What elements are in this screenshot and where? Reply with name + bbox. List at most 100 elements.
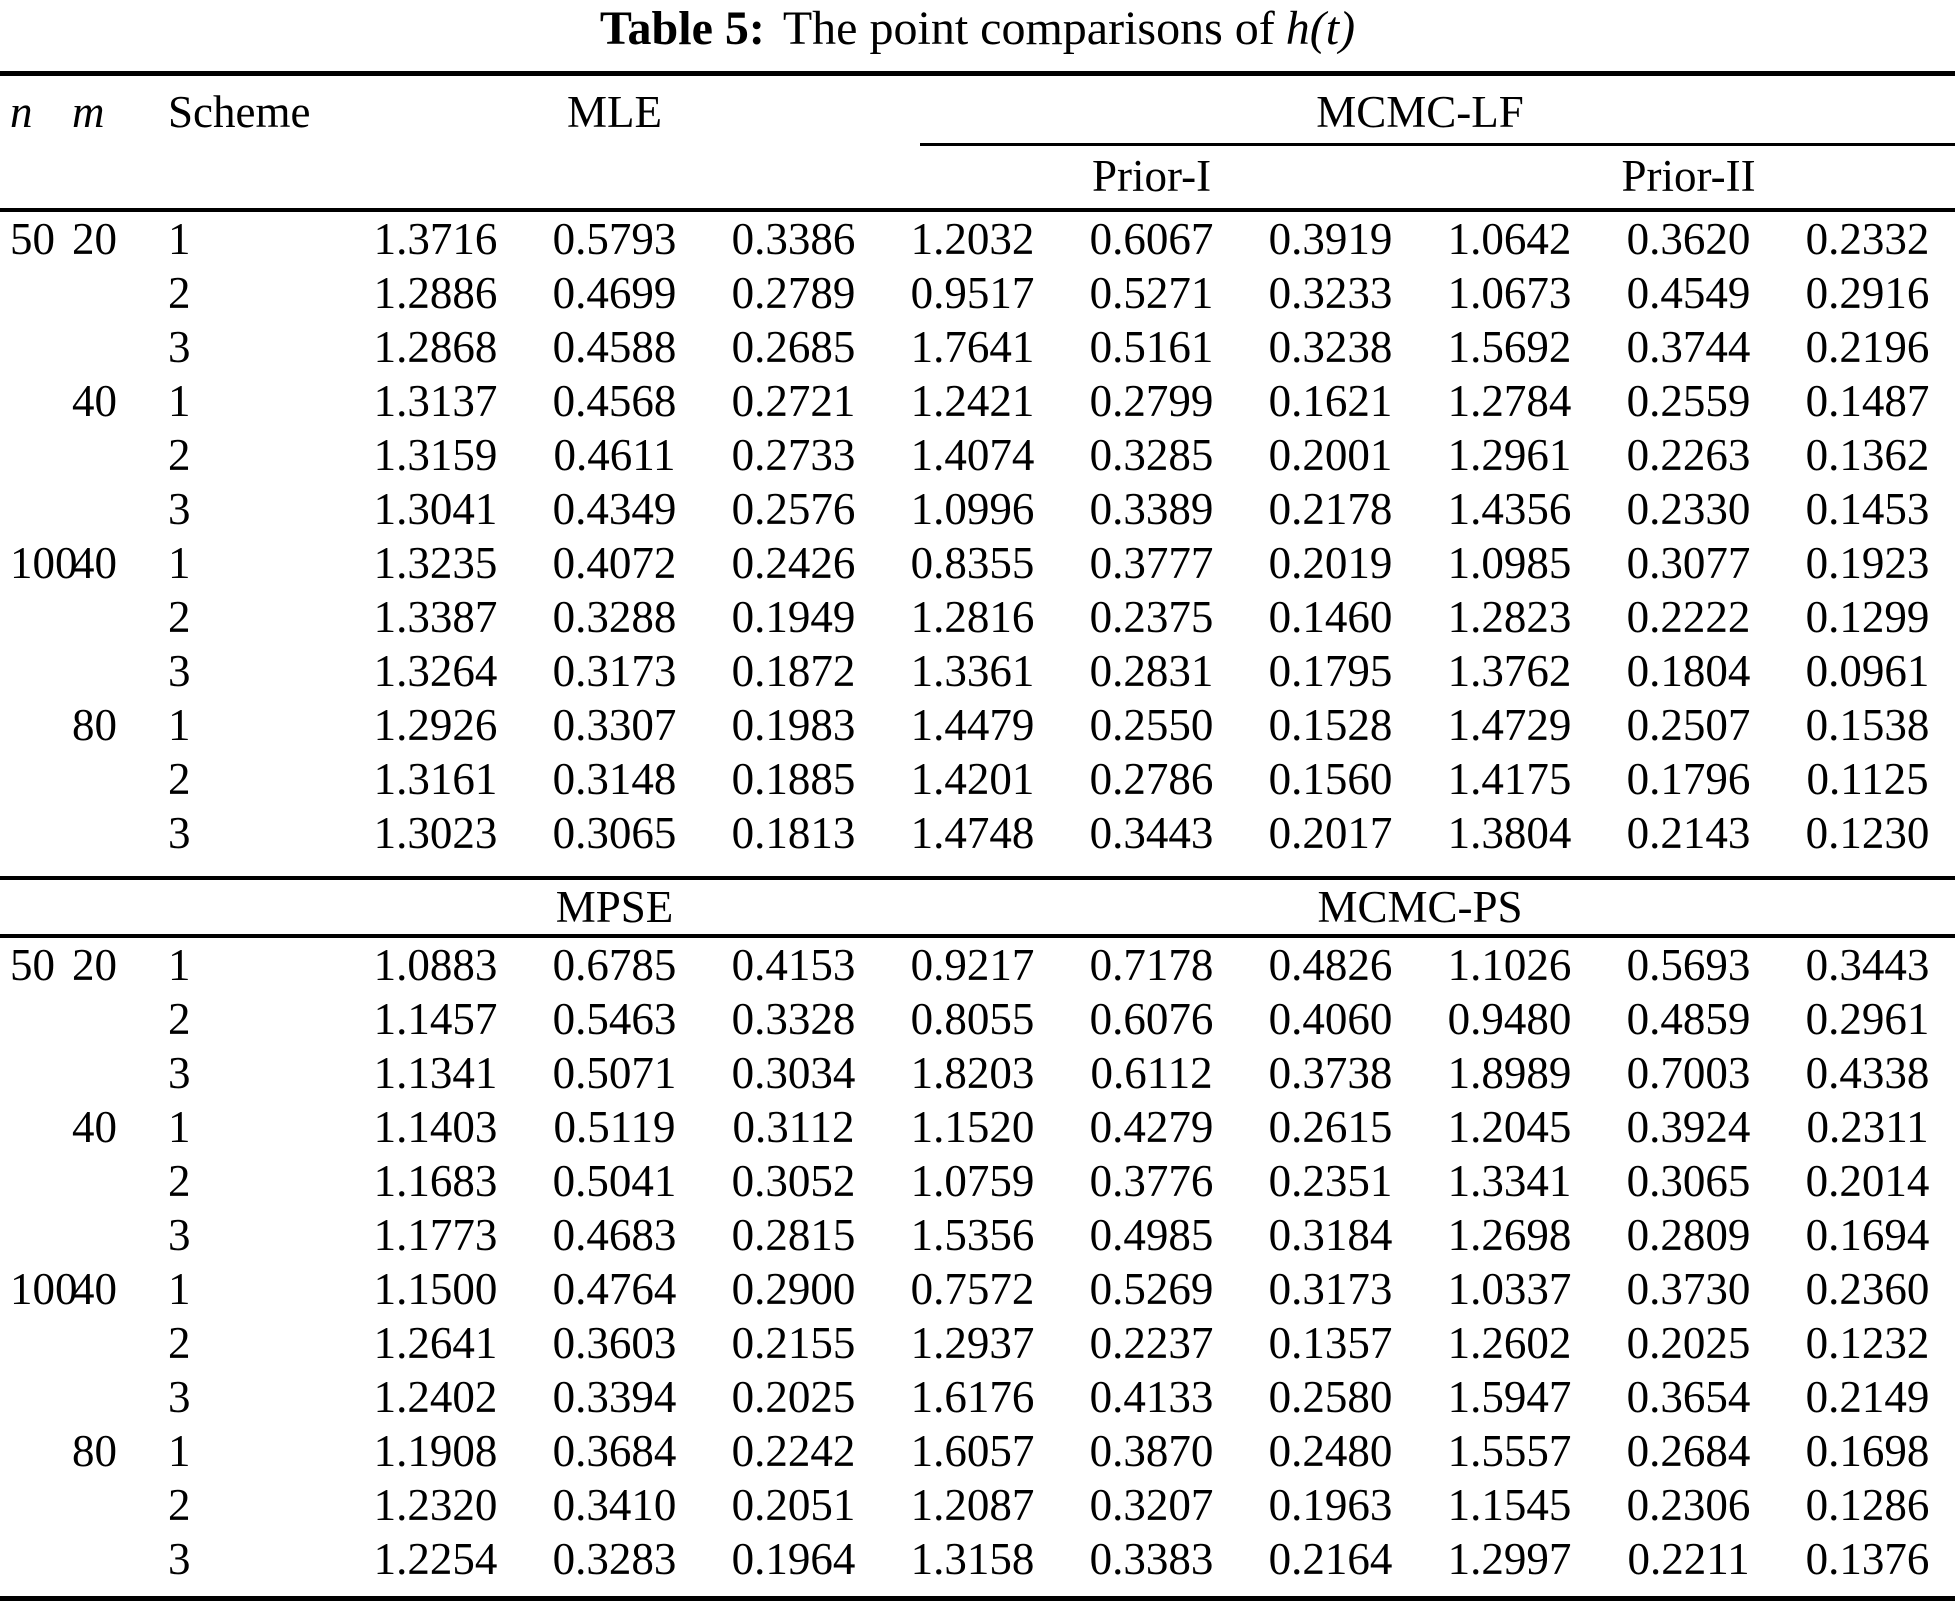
cell-value: 0.1795 [1268,645,1393,696]
cell-value: 0.2149 [1805,1371,1930,1422]
cell-value: 0.1528 [1268,699,1393,750]
cell-value: 0.5071 [552,1047,677,1098]
cell-m: 80 [72,699,117,750]
cell-value: 0.1232 [1805,1317,1930,1368]
cell-m [62,590,140,644]
cell-value: 0.1286 [1805,1479,1930,1530]
cell-m [62,1478,140,1532]
cell-scheme: 2 [168,591,191,642]
cell-value: 0.3112 [732,1101,855,1152]
cell-n [0,590,62,644]
cell-value: 0.9217 [910,939,1035,990]
cell-value: 0.3034 [731,1047,856,1098]
cell-value: 0.4549 [1626,267,1751,318]
cell-value: 1.1403 [373,1101,498,1152]
cell-value: 0.1453 [1805,483,1930,534]
cell-value: 0.3870 [1089,1425,1214,1476]
section-mle-body: 50 20 1 1.3716 0.5793 0.3386 1.2032 0.6067 0.391… [0,210,1955,878]
cell-value: 1.1545 [1447,1479,1572,1530]
cell-scheme: 2 [168,1317,191,1368]
cell-value: 0.2559 [1626,375,1751,426]
cell-n [0,1208,62,1262]
cell-value: 1.5557 [1447,1425,1572,1476]
cell-value: 0.2330 [1626,483,1751,534]
cell-value: 0.3777 [1089,537,1214,588]
cell-m [62,1208,140,1262]
header-prior-1: Prior-I [1091,150,1212,201]
cell-value: 0.2507 [1626,699,1751,750]
cell-m [62,320,140,374]
cell-value: 1.0642 [1447,213,1572,264]
cell-value: 1.2886 [373,267,498,318]
cell-n [0,752,62,806]
cell-value: 0.2014 [1805,1155,1930,1206]
cell-value: 1.3341 [1447,1155,1572,1206]
cell-value: 0.6112 [1090,1047,1213,1098]
cell-value: 0.3684 [552,1425,677,1476]
cell-n [0,374,62,428]
cell-value: 0.9517 [910,267,1035,318]
table-row: 40 1 1.1403 0.5119 0.3112 1.1520 0.4279 0.2615 1… [0,1100,1955,1154]
cell-value: 0.8355 [910,537,1035,588]
cell-value: 1.4356 [1447,483,1572,534]
cell-value: 1.2641 [373,1317,498,1368]
cell-value: 1.7641 [910,321,1035,372]
table-row: 3 1.3041 0.4349 0.2576 1.0996 0.3389 0.2178 1.4… [0,482,1955,536]
cell-value: 0.1872 [731,645,856,696]
table-row: 80 1 1.2926 0.3307 0.1983 1.4479 0.2550 0.1528 1… [0,698,1955,752]
cell-value: 0.2211 [1627,1533,1750,1584]
cell-value: 0.3288 [552,591,677,642]
cell-value: 1.2784 [1447,375,1572,426]
cell-m: 40 [72,1101,117,1152]
cell-value: 0.2615 [1268,1101,1393,1152]
cell-value: 0.2789 [731,267,856,318]
cell-value: 0.2019 [1268,537,1393,588]
cell-value: 1.2254 [373,1533,498,1584]
table-caption: Table 5: The point comparisons of h(t) [0,0,1955,71]
cell-value: 0.4985 [1089,1209,1214,1260]
cell-value: 1.0883 [373,939,498,990]
cell-value: 1.4201 [910,753,1035,804]
cell-scheme: 1 [168,1101,191,1152]
cell-value: 0.2001 [1268,429,1393,480]
cell-scheme: 1 [168,1263,191,1314]
cell-value: 1.1683 [373,1155,498,1206]
cell-value: 1.0996 [910,483,1035,534]
cell-value: 0.3173 [1268,1263,1393,1314]
cell-value: 1.4479 [910,699,1035,750]
cell-value: 0.2242 [731,1425,856,1476]
cell-value: 1.2816 [910,591,1035,642]
header-mcmc-lf: MCMC-LF [883,74,1955,144]
cell-value: 0.3173 [552,645,677,696]
cell-n [0,806,62,878]
cell-value: 0.3443 [1089,807,1214,858]
cell-value: 0.4568 [552,375,677,426]
cell-m [62,1532,140,1599]
cell-value: 0.3410 [552,1479,677,1530]
cell-value: 1.8989 [1447,1047,1572,1098]
cell-value: 0.2360 [1805,1263,1930,1314]
cell-value: 0.2815 [731,1209,856,1260]
comparison-table: n m Scheme MLE MCMC-LF Prior-I Prior-II … [0,71,1955,1601]
cell-value: 0.3654 [1626,1371,1751,1422]
cell-value: 0.4279 [1089,1101,1214,1152]
table-row: 3 1.3264 0.3173 0.1872 1.3361 0.2831 0.1795 1.3… [0,644,1955,698]
cell-m [62,992,140,1046]
cell-value: 0.2900 [731,1263,856,1314]
cell-value: 0.2332 [1805,213,1930,264]
cell-value: 0.4826 [1268,939,1393,990]
cell-m: 40 [72,375,117,426]
cell-value: 0.3386 [731,213,856,264]
cell-value: 1.3023 [373,807,498,858]
cell-value: 1.0985 [1447,537,1572,588]
cell-value: 0.5463 [552,993,677,1044]
cell-scheme: 1 [168,939,191,990]
cell-value: 0.2025 [1626,1317,1751,1368]
cell-value: 0.3443 [1805,939,1930,990]
cell-value: 0.5161 [1089,321,1214,372]
cell-value: 0.4699 [552,267,677,318]
cell-value: 0.2721 [731,375,856,426]
cell-value: 0.2178 [1268,483,1393,534]
cell-value: 1.2868 [373,321,498,372]
